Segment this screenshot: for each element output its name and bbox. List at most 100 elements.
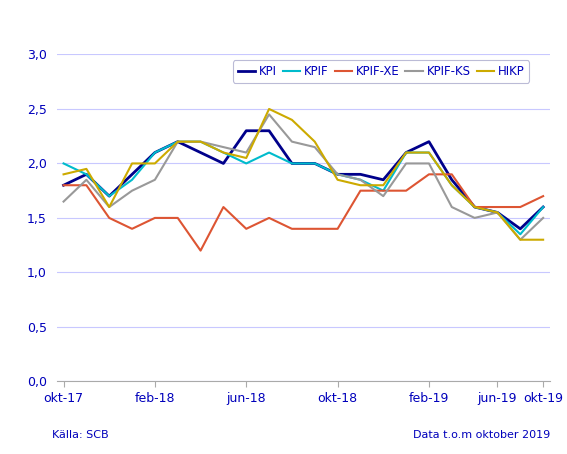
HIKP — [174, 139, 181, 144]
KPIF-KS — [197, 139, 204, 144]
KPI — [311, 161, 318, 166]
HIKP — [220, 150, 227, 155]
KPIF-KS — [494, 210, 501, 215]
KPI — [426, 139, 433, 144]
KPIF-XE — [174, 215, 181, 221]
KPIF — [243, 161, 249, 166]
KPIF-XE — [220, 204, 227, 210]
KPIF-XE — [540, 193, 547, 199]
KPI — [517, 226, 524, 232]
HIKP — [448, 183, 455, 188]
KPIF — [357, 177, 364, 183]
HIKP — [151, 161, 158, 166]
HIKP — [540, 237, 547, 242]
KPIF-XE — [311, 226, 318, 232]
KPIF — [540, 204, 547, 210]
KPIF-XE — [106, 215, 113, 221]
HIKP — [403, 150, 409, 155]
KPIF — [334, 172, 341, 177]
KPIF — [403, 150, 409, 155]
KPIF-KS — [448, 204, 455, 210]
KPIF — [60, 161, 67, 166]
KPIF-KS — [243, 150, 249, 155]
KPIF-XE — [197, 248, 204, 253]
Legend: KPI, KPIF, KPIF-XE, KPIF-KS, HIKP: KPI, KPIF, KPIF-XE, KPIF-KS, HIKP — [233, 60, 529, 83]
HIKP — [426, 150, 433, 155]
KPIF-XE — [129, 226, 136, 232]
KPIF-KS — [517, 237, 524, 242]
KPI — [289, 161, 295, 166]
HIKP — [129, 161, 136, 166]
HIKP — [357, 183, 364, 188]
KPIF — [289, 161, 295, 166]
Text: Data t.o.m oktober 2019: Data t.o.m oktober 2019 — [413, 430, 550, 440]
KPI — [380, 177, 387, 183]
KPIF — [197, 139, 204, 144]
KPI — [334, 172, 341, 177]
KPIF — [151, 150, 158, 155]
KPIF — [380, 188, 387, 193]
KPIF — [494, 210, 501, 215]
KPIF — [220, 150, 227, 155]
KPI — [540, 204, 547, 210]
HIKP — [243, 155, 249, 161]
KPIF-KS — [60, 199, 67, 204]
KPI — [174, 139, 181, 144]
KPIF-XE — [380, 188, 387, 193]
KPIF-XE — [60, 183, 67, 188]
KPI — [60, 183, 67, 188]
HIKP — [334, 177, 341, 183]
KPIF — [106, 193, 113, 199]
KPI — [151, 150, 158, 155]
KPIF-XE — [494, 204, 501, 210]
KPIF-KS — [426, 161, 433, 166]
KPIF-KS — [540, 215, 547, 221]
HIKP — [311, 139, 318, 144]
KPIF-KS — [106, 204, 113, 210]
KPIF — [83, 172, 90, 177]
KPIF-XE — [83, 183, 90, 188]
KPIF-XE — [517, 204, 524, 210]
KPIF-XE — [334, 226, 341, 232]
KPI — [266, 128, 273, 133]
KPIF-KS — [334, 172, 341, 177]
Line: KPI: KPI — [64, 131, 543, 229]
Line: KPIF-XE: KPIF-XE — [64, 174, 543, 251]
KPIF — [174, 139, 181, 144]
KPIF-XE — [471, 204, 478, 210]
KPIF — [426, 150, 433, 155]
Line: HIKP: HIKP — [64, 109, 543, 240]
KPI — [471, 204, 478, 210]
Line: KPIF: KPIF — [64, 142, 543, 234]
HIKP — [380, 183, 387, 188]
KPIF — [266, 150, 273, 155]
HIKP — [289, 117, 295, 123]
KPI — [448, 177, 455, 183]
KPIF-KS — [403, 161, 409, 166]
KPI — [129, 172, 136, 177]
KPIF-XE — [403, 188, 409, 193]
KPIF — [311, 161, 318, 166]
KPI — [494, 210, 501, 215]
KPI — [197, 150, 204, 155]
KPIF-XE — [357, 188, 364, 193]
KPI — [106, 193, 113, 199]
HIKP — [471, 204, 478, 210]
KPIF-KS — [151, 177, 158, 183]
KPIF — [129, 177, 136, 183]
KPI — [357, 172, 364, 177]
KPI — [403, 150, 409, 155]
KPIF-XE — [289, 226, 295, 232]
KPIF-KS — [220, 144, 227, 150]
HIKP — [494, 210, 501, 215]
KPIF-KS — [266, 112, 273, 117]
Line: KPIF-KS: KPIF-KS — [64, 114, 543, 240]
KPIF — [448, 183, 455, 188]
HIKP — [197, 139, 204, 144]
KPIF — [517, 232, 524, 237]
KPIF-KS — [83, 177, 90, 183]
KPIF-KS — [380, 193, 387, 199]
HIKP — [60, 172, 67, 177]
HIKP — [83, 166, 90, 172]
KPIF-XE — [151, 215, 158, 221]
